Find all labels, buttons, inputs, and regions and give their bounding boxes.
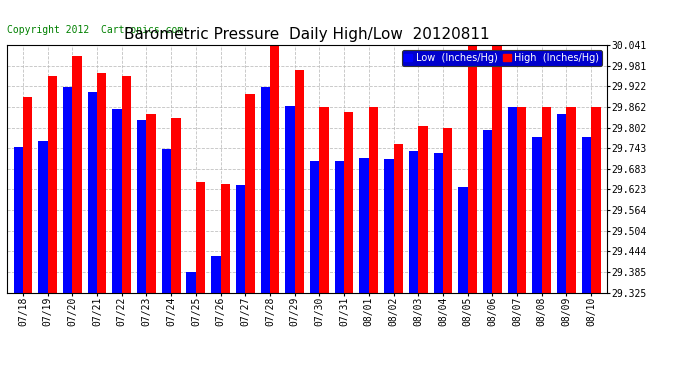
Bar	[97, 73, 106, 292]
Bar	[211, 256, 221, 292]
Bar	[88, 92, 97, 292]
Bar	[443, 128, 453, 292]
Bar	[533, 137, 542, 292]
Bar	[72, 56, 81, 292]
Bar	[48, 76, 57, 292]
Bar	[359, 158, 369, 292]
Bar	[517, 107, 526, 292]
Bar	[295, 69, 304, 292]
Bar	[566, 107, 576, 292]
Bar	[245, 94, 255, 292]
Bar	[23, 97, 32, 292]
Bar	[418, 126, 428, 292]
Bar	[310, 161, 319, 292]
Bar	[384, 159, 393, 292]
Bar	[369, 107, 378, 292]
Bar	[261, 87, 270, 292]
Bar	[112, 109, 121, 292]
Bar	[270, 45, 279, 292]
Bar	[171, 118, 181, 292]
Bar	[493, 45, 502, 292]
Bar	[196, 182, 205, 292]
Bar	[393, 144, 403, 292]
Bar	[285, 106, 295, 292]
Bar	[557, 114, 566, 292]
Bar	[236, 185, 245, 292]
Text: Copyright 2012  Cartronics.com: Copyright 2012 Cartronics.com	[7, 25, 183, 35]
Bar	[542, 107, 551, 292]
Bar	[468, 45, 477, 292]
Bar	[409, 151, 418, 292]
Bar	[121, 76, 131, 292]
Bar	[483, 130, 493, 292]
Bar	[433, 153, 443, 292]
Bar	[146, 114, 156, 292]
Bar	[63, 87, 72, 292]
Bar	[221, 184, 230, 292]
Bar	[38, 141, 48, 292]
Title: Barometric Pressure  Daily High/Low  20120811: Barometric Pressure Daily High/Low 20120…	[124, 27, 490, 42]
Bar	[335, 161, 344, 292]
Bar	[458, 187, 468, 292]
Bar	[186, 272, 196, 292]
Bar	[161, 149, 171, 292]
Bar	[582, 137, 591, 292]
Bar	[344, 112, 353, 292]
Bar	[14, 147, 23, 292]
Bar	[319, 107, 329, 292]
Legend: Low  (Inches/Hg), High  (Inches/Hg): Low (Inches/Hg), High (Inches/Hg)	[402, 50, 602, 66]
Bar	[508, 107, 517, 292]
Bar	[591, 107, 600, 292]
Bar	[137, 120, 146, 292]
